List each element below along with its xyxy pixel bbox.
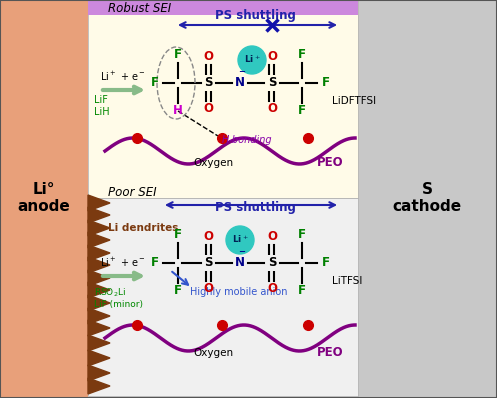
Text: O: O [267,230,277,244]
Text: O: O [267,103,277,115]
Polygon shape [88,350,110,366]
Text: Li dendrites: Li dendrites [108,223,178,233]
Text: LiDFTFSI: LiDFTFSI [332,96,376,106]
Polygon shape [88,220,110,236]
Text: F: F [298,49,306,62]
Polygon shape [88,257,110,273]
Text: LiF
LiH: LiF LiH [94,95,110,117]
Text: F: F [151,76,159,90]
Text: O: O [203,283,213,295]
Text: F: F [174,228,182,242]
Polygon shape [88,335,110,351]
Text: Li$^+$: Li$^+$ [232,233,248,245]
Polygon shape [88,245,110,261]
Text: F: F [298,228,306,242]
Text: Poor SEI: Poor SEI [108,187,157,199]
Text: O: O [267,283,277,295]
Text: LiTFSI: LiTFSI [332,276,362,286]
Text: O: O [203,51,213,64]
Polygon shape [88,378,110,394]
Text: S: S [268,76,276,90]
Polygon shape [88,207,110,223]
Text: N: N [235,76,245,90]
Text: O: O [203,230,213,244]
Text: Oxygen: Oxygen [193,348,233,358]
Text: Highly mobile anion: Highly mobile anion [190,287,287,297]
Text: PS shuttling: PS shuttling [215,201,295,214]
Text: Oxygen: Oxygen [193,158,233,168]
Text: F: F [322,256,330,269]
Text: O: O [203,103,213,115]
Text: PEO: PEO [317,156,343,170]
Text: −: − [239,68,246,76]
Polygon shape [88,308,110,324]
Bar [358,0,497,398]
Text: F: F [151,256,159,269]
Text: F: F [298,285,306,297]
Polygon shape [88,365,110,381]
Bar [88,0,358,15]
Text: Li°
anode: Li° anode [17,182,71,214]
Text: N: N [235,256,245,269]
Text: PS shuttling: PS shuttling [215,10,295,23]
Text: Li$^+$: Li$^+$ [244,53,260,65]
Bar [88,0,358,198]
Text: PEO: PEO [317,347,343,359]
Text: S: S [204,256,212,269]
Text: Li$^+$ + e$^-$: Li$^+$ + e$^-$ [100,256,146,269]
Text: Li$^+$ + e$^-$: Li$^+$ + e$^-$ [100,69,146,82]
Bar [0,0,88,398]
Text: Robust SEI: Robust SEI [108,2,171,14]
Text: F: F [174,285,182,297]
Polygon shape [88,282,110,298]
Bar [88,198,358,396]
Circle shape [238,46,266,74]
Circle shape [226,226,254,254]
Polygon shape [88,195,110,211]
Text: H-bonding: H-bonding [222,135,273,145]
Text: H: H [173,105,183,117]
Polygon shape [88,320,110,336]
Polygon shape [88,270,110,286]
Text: F: F [322,76,330,90]
Text: S
cathode: S cathode [393,182,462,214]
Text: S: S [204,76,212,90]
Polygon shape [88,295,110,311]
Text: S: S [268,256,276,269]
Text: F: F [298,105,306,117]
Text: −: − [239,248,246,256]
Polygon shape [88,232,110,248]
Text: RSO$_2$Li
LiF (minor): RSO$_2$Li LiF (minor) [94,287,143,310]
Text: F: F [174,49,182,62]
Text: O: O [267,51,277,64]
